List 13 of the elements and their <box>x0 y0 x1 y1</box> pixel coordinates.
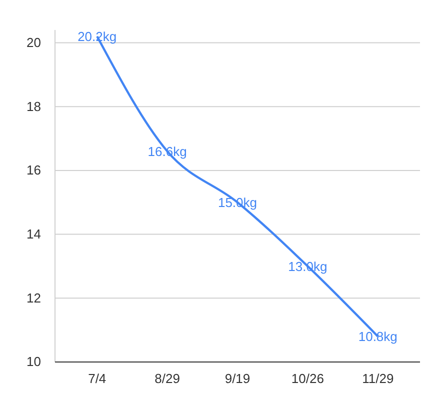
data-label: 10.8kg <box>358 329 398 344</box>
x-tick-label: 9/19 <box>224 371 250 386</box>
data-label: 20.2kg <box>78 28 117 44</box>
x-tick-label: 8/29 <box>154 371 180 386</box>
x-tick-label: 7/4 <box>88 371 106 386</box>
y-tick-label: 12 <box>26 290 41 306</box>
x-tick-label: 11/29 <box>362 371 394 386</box>
y-tick-label: 10 <box>26 354 41 370</box>
y-tick-label: 20 <box>26 34 41 50</box>
y-tick-label: 16 <box>26 162 41 178</box>
y-tick-label: 14 <box>26 226 41 242</box>
x-tick-label: 10/26 <box>291 371 324 386</box>
y-tick-label: 18 <box>26 98 41 114</box>
